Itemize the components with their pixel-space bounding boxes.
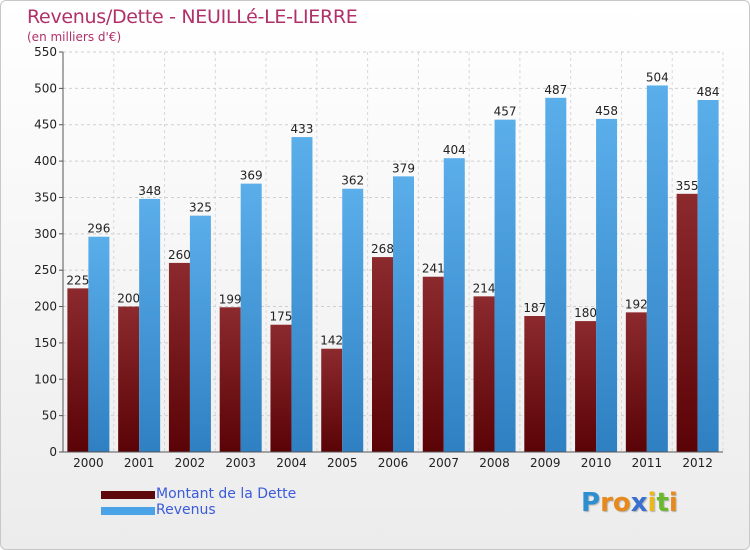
legend-swatch-debt [101,491,155,499]
data-label: 268 [371,242,394,256]
y-tick-label: 300 [34,227,57,241]
data-label: 433 [291,122,314,136]
data-label: 362 [341,174,364,188]
data-label: 260 [168,248,191,262]
x-tick-label: 2005 [327,456,358,470]
bar-revenus [596,118,618,452]
y-tick-label: 550 [34,45,57,59]
bar-debt [219,307,241,452]
x-tick-label: 2002 [175,456,206,470]
data-label: 369 [240,169,263,183]
data-label: 457 [494,105,517,119]
bar-revenus [545,97,567,453]
data-label: 504 [646,70,669,84]
data-label: 192 [625,297,648,311]
bar-debt [372,257,393,452]
bar-revenus [88,236,110,452]
logo-letter: i [647,488,657,518]
bar-debt [168,262,190,452]
x-tick-label: 2001 [124,456,155,470]
bar-revenus [189,215,211,452]
data-label: 484 [697,85,720,99]
bar-debt [524,316,546,452]
y-tick-label: 100 [34,372,57,386]
x-tick-label: 2009 [530,456,561,470]
bar-revenus [646,85,668,453]
legend-swatch-revenus [101,507,155,515]
data-label: 214 [473,281,496,295]
bar-revenus [291,137,313,452]
logo-letter: i [668,488,678,518]
y-tick-label: 400 [34,154,57,168]
bars-layer: 225 296 200 348 260 325 199 369 175 433 142 362 268 3… [66,70,720,453]
y-tick-label: 200 [34,300,57,314]
data-label: 199 [219,292,242,306]
data-label: 241 [422,262,445,276]
logo-letter: P [581,488,601,518]
axis-layer: 0 50 100 150 200 250 300 350 400 450 500 550 2000 200… [34,45,723,470]
bar-debt [270,324,292,452]
x-tick-label: 2008 [479,456,510,470]
legend-label-debt: Montant de la Dette [156,486,297,502]
data-label: 379 [392,161,415,175]
y-tick-label: 500 [34,81,57,95]
data-label: 142 [320,334,343,348]
data-label: 296 [87,222,110,236]
bar-debt [67,288,89,452]
x-tick-label: 2003 [225,456,256,470]
x-tick-label: 2007 [428,456,459,470]
data-label: 180 [574,306,597,320]
bar-debt [575,321,597,452]
x-tick-label: 2004 [276,456,307,470]
data-label: 487 [544,83,567,97]
data-label: 187 [523,301,546,315]
proxiti-logo: Proxiti [581,488,678,518]
bar-debt [321,348,343,452]
data-label: 355 [676,179,699,193]
y-tick-label: 450 [34,118,57,132]
x-tick-label: 2000 [73,456,104,470]
x-tick-label: 2006 [378,456,409,470]
bar-debt [473,296,495,452]
logo-letter: o [612,488,631,518]
x-tick-label: 2012 [682,456,713,470]
bar-revenus [342,188,364,452]
legend-label-revenus: Revenus [156,502,216,518]
data-label: 325 [189,201,212,215]
logo-letter: r [600,488,613,518]
data-label: 348 [138,184,161,198]
bar-revenus [443,158,465,452]
chart-subtitle: (en milliers d'€) [27,30,122,44]
y-tick-label: 350 [34,190,57,204]
bar-debt [422,276,444,452]
data-label: 404 [443,143,466,157]
y-tick-label: 0 [49,445,57,459]
logo-letter: t [656,488,669,518]
logo-letter: x [630,488,648,518]
bar-debt [118,306,140,452]
bar-revenus [139,198,161,452]
bar-revenus [697,100,719,452]
bar-revenus [240,183,262,453]
bar-debt [625,312,647,452]
y-tick-label: 50 [42,409,57,423]
data-label: 175 [270,310,293,324]
bar-debt [676,193,698,452]
bar-revenus [393,176,414,452]
x-tick-label: 2010 [581,456,612,470]
data-label: 458 [595,104,618,118]
y-tick-label: 150 [34,336,57,350]
y-tick-label: 250 [34,263,57,277]
bar-revenus [494,119,516,453]
chart-title: Revenus/Dette - NEUILLé-LE-LIERRE [27,6,358,28]
x-tick-label: 2011 [632,456,663,470]
data-label: 200 [117,292,140,306]
data-label: 225 [66,273,89,287]
